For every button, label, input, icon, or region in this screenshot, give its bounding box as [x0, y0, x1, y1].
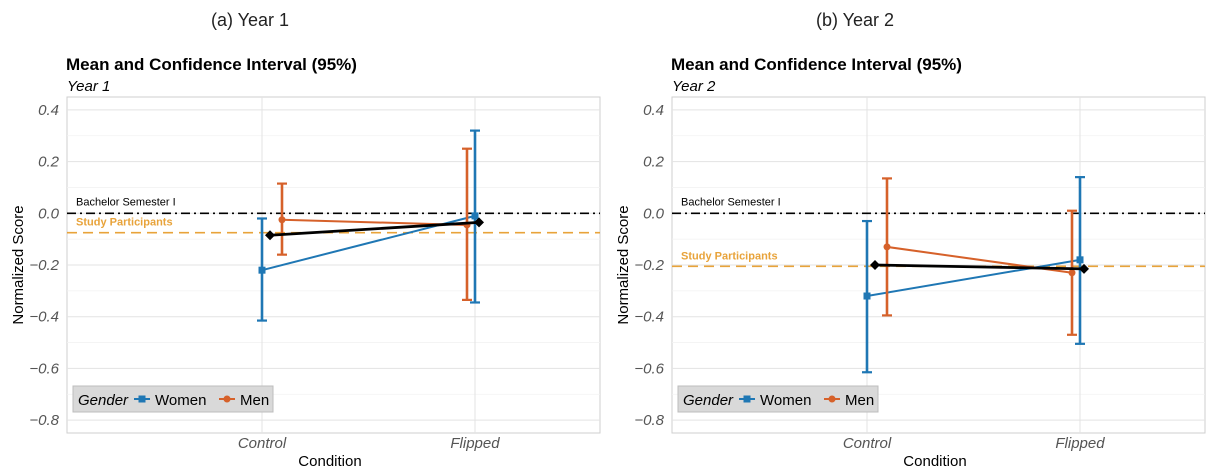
- y-tick-label: −0.8: [29, 412, 59, 429]
- chart-title: Mean and Confidence Interval (95%): [671, 55, 962, 74]
- chart-svg: (a) Year 1 Mean and Confidence Interval (…: [10, 10, 601, 470]
- y-tick-label: −0.4: [634, 309, 664, 326]
- legend-label-women: Women: [155, 392, 206, 409]
- legend-key-marker-men: [223, 395, 231, 403]
- reference-label-bachelor-semester-i: Bachelor Semester I: [76, 196, 176, 208]
- legend-box: [72, 385, 274, 413]
- chart-svg: (b) Year 2 Mean and Confidence Interval (…: [615, 10, 1206, 470]
- x-tick-label-control: Control: [238, 435, 287, 452]
- legend-title: Gender: [683, 392, 734, 409]
- legend-label-men: Men: [845, 392, 874, 409]
- marker-women: [1076, 256, 1084, 264]
- marker-overall: [265, 230, 275, 241]
- y-tick-label: −0.6: [29, 360, 59, 377]
- reference-label-study-participants: Study Participants: [681, 250, 778, 262]
- y-tick-label: 0.0: [38, 205, 60, 222]
- x-axis-label: Condition: [298, 453, 361, 469]
- chart-subtitle: Year 2: [672, 78, 716, 95]
- reference-label-bachelor-semester-i: Bachelor Semester I: [681, 196, 781, 208]
- y-tick-label: 0.0: [643, 205, 665, 222]
- chart-panel-year-2: (b) Year 2 Mean and Confidence Interval (…: [605, 0, 1210, 470]
- y-tick-label: −0.2: [29, 257, 59, 274]
- y-tick-label: 0.2: [643, 154, 665, 171]
- legend: Gender Women Men: [72, 385, 274, 413]
- y-tick-label: 0.4: [643, 102, 664, 119]
- legend-box: [677, 385, 879, 413]
- legend-label-men: Men: [240, 392, 269, 409]
- y-axis-label: Normalized Score: [615, 205, 632, 324]
- legend-key-marker-women: [138, 395, 146, 403]
- y-tick-label: 0.4: [38, 102, 59, 119]
- series-line-overall: [269, 220, 480, 237]
- x-tick-label-flipped: Flipped: [1055, 435, 1105, 452]
- legend-label-women: Women: [760, 392, 811, 409]
- marker-men: [1068, 269, 1076, 277]
- y-tick-label: −0.2: [634, 257, 664, 274]
- chart-panel-year-1: (a) Year 1 Mean and Confidence Interval (…: [0, 0, 605, 470]
- legend-key-marker-women: [743, 395, 751, 403]
- marker-women: [471, 212, 479, 220]
- x-tick-label-control: Control: [843, 435, 892, 452]
- y-tick-label: −0.6: [634, 360, 664, 377]
- chart-subtitle: Year 1: [67, 78, 110, 95]
- series-line-women: [866, 258, 1081, 298]
- y-axis-label: Normalized Score: [10, 205, 27, 324]
- legend-key-marker-men: [828, 395, 836, 403]
- marker-overall: [474, 217, 484, 228]
- subfigure-label: (b) Year 2: [816, 10, 894, 30]
- legend-title: Gender: [78, 392, 129, 409]
- series-line-overall: [874, 263, 1085, 271]
- x-axis-label: Condition: [903, 453, 966, 469]
- x-tick-label-flipped: Flipped: [450, 435, 500, 452]
- marker-women: [863, 292, 871, 300]
- marker-women: [258, 266, 266, 274]
- y-tick-label: −0.4: [29, 309, 59, 326]
- reference-label-study-participants: Study Participants: [76, 217, 173, 229]
- subfigure-label: (a) Year 1: [211, 10, 289, 30]
- y-tick-label: −0.8: [634, 412, 664, 429]
- marker-men: [883, 243, 891, 251]
- marker-overall: [1079, 263, 1089, 274]
- chart-title: Mean and Confidence Interval (95%): [66, 55, 357, 74]
- marker-overall: [870, 260, 880, 270]
- y-tick-label: 0.2: [38, 154, 60, 171]
- marker-men: [278, 216, 286, 224]
- legend: Gender Women Men: [677, 385, 879, 413]
